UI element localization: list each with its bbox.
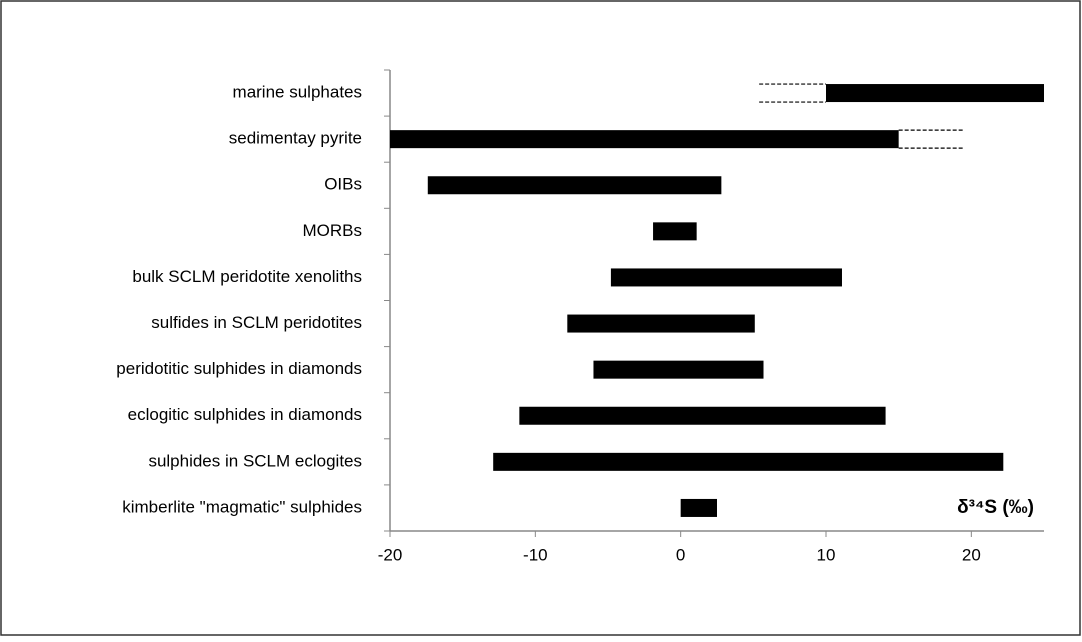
bar xyxy=(519,406,886,425)
bar xyxy=(653,222,697,241)
bar xyxy=(390,130,899,149)
category-label: eclogitic sulphides in diamonds xyxy=(128,405,362,424)
bar xyxy=(680,498,717,517)
x-tick-label: 20 xyxy=(962,545,981,564)
category-label: marine sulphates xyxy=(233,83,362,102)
category-label: OIBs xyxy=(324,175,362,194)
category-label: kimberlite "magmatic" sulphides xyxy=(122,497,362,516)
bar xyxy=(826,84,1044,103)
category-label: MORBs xyxy=(303,221,363,240)
category-label: sulphides in SCLM eclogites xyxy=(148,451,362,470)
category-label: sedimentay pyrite xyxy=(229,129,362,148)
bar xyxy=(593,360,764,379)
x-tick-label: -10 xyxy=(523,545,548,564)
bar xyxy=(427,176,722,195)
x-tick-label: -20 xyxy=(378,545,403,564)
bar xyxy=(610,268,842,287)
bar xyxy=(493,452,1004,471)
axis-annotation: δ³⁴S (‰) xyxy=(957,497,1034,518)
x-tick-label: 10 xyxy=(817,545,836,564)
category-label: peridotitic sulphides in diamonds xyxy=(116,359,362,378)
bar xyxy=(567,314,755,333)
x-tick-label: 0 xyxy=(676,545,685,564)
category-label: sulfides in SCLM peridotites xyxy=(151,313,362,332)
category-label: bulk SCLM peridotite xenoliths xyxy=(132,267,362,286)
